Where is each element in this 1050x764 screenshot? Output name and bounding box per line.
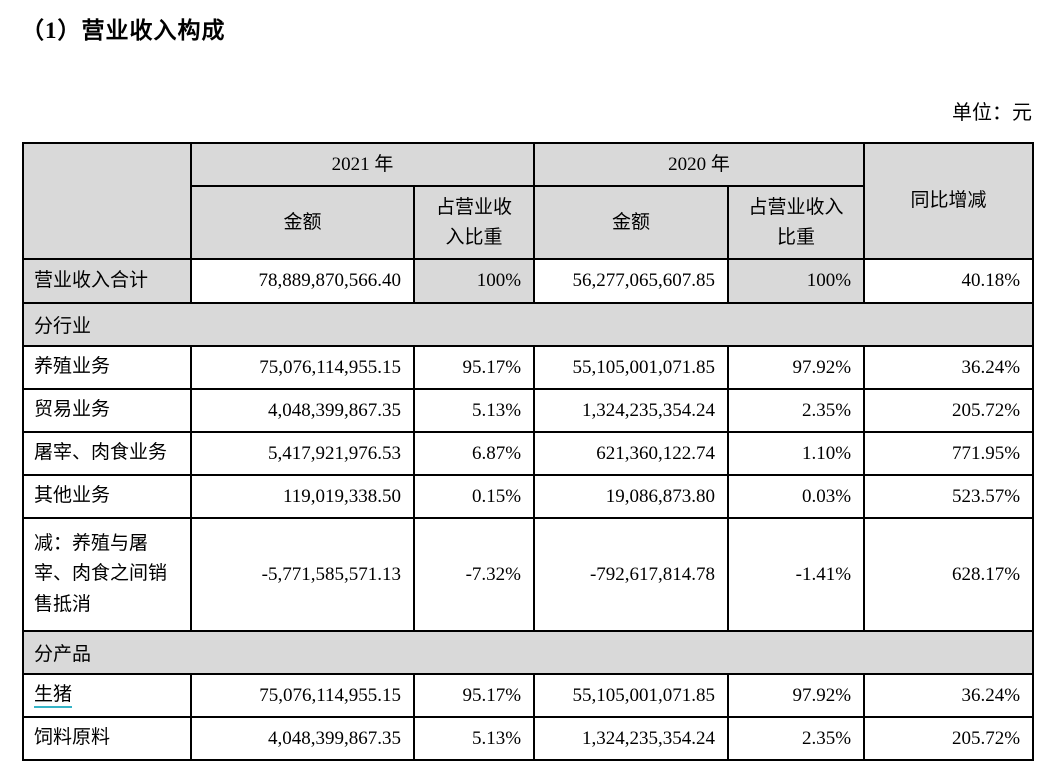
share-2021: 6.87% — [412, 431, 536, 476]
share-2021-header: 占营业收 入比重 — [412, 185, 536, 260]
row-label: 贸易业务 — [22, 388, 192, 433]
amount-2020: 19,086,873.80 — [533, 474, 730, 519]
yoy-header: 同比增减 — [863, 142, 1035, 260]
yoy-change: 205.72% — [863, 716, 1035, 761]
share-2021: -7.32% — [412, 517, 536, 632]
row-label: 屠宰、肉食业务 — [22, 431, 192, 476]
yoy-change: 36.24% — [863, 673, 1035, 718]
table-body: 营业收入合计 78,889,870,566.40 100% 56,277,065,60… — [21, 258, 1035, 761]
corner-cell — [22, 142, 192, 260]
page-title: （1）营业收入构成 — [21, 18, 226, 43]
share-2020: 97.92% — [727, 673, 866, 718]
amount-2020: -792,617,814.78 — [533, 517, 730, 632]
row-label: 营业收入合计 — [22, 258, 192, 304]
share-2020: 1.10% — [727, 431, 866, 476]
share-2020: 100% — [727, 258, 866, 304]
amount-2020: 621,360,122.74 — [533, 431, 730, 476]
amount-2021: 75,076,114,955.15 — [190, 345, 415, 390]
table-row: 营业收入合计 78,889,870,566.40 100% 56,277,065,60… — [22, 258, 1035, 304]
share-2021: 100% — [412, 258, 536, 304]
share-2020: 2.35% — [727, 388, 866, 433]
amount-2021: 4,048,399,867.35 — [190, 716, 415, 761]
row-label: 减：养殖与屠 宰、肉食之间销 售抵消 — [22, 517, 192, 632]
amount-2020: 55,105,001,071.85 — [533, 345, 730, 390]
table-header-years-row: 2021 年 2020 年 同比增减 — [22, 142, 1035, 260]
amount-2021: 5,417,921,976.53 — [190, 431, 415, 476]
share-2021: 95.17% — [412, 345, 536, 390]
amount-2021-header: 金额 — [190, 185, 415, 260]
share-2021: 0.15% — [412, 474, 536, 519]
table-row: 饲料原料 4,048,399,867.35 5.13% 1,324,235,354.2… — [22, 716, 1035, 761]
amount-2020: 1,324,235,354.24 — [533, 716, 730, 761]
yoy-change: 205.72% — [863, 388, 1035, 433]
share-2020: 2.35% — [727, 716, 866, 761]
section-label: 分行业 — [21, 302, 1035, 347]
share-2021: 5.13% — [412, 388, 536, 433]
table-row: 屠宰、肉食业务 5,417,921,976.53 6.87% 621,360,122.… — [22, 431, 1035, 476]
table-header-sub-row: 金额 占营业收 入比重 金额 占营业收入 比重 — [23, 185, 1033, 260]
share-2020-header: 占营业收入 比重 — [727, 185, 866, 260]
table-row: 分行业 — [21, 302, 1035, 347]
row-label: 养殖业务 — [22, 345, 192, 390]
row-label: 其他业务 — [22, 474, 192, 519]
amount-2021: 4,048,399,867.35 — [190, 388, 415, 433]
amount-2020: 56,277,065,607.85 — [533, 258, 730, 304]
amount-2021: -5,771,585,571.13 — [190, 517, 415, 632]
revenue-composition-table: 2021 年 2020 年 同比增减 金额 占营业收 入比重 金额 占营业收入 … — [21, 142, 1035, 761]
year-2020-header: 2020 年 — [533, 142, 866, 187]
share-2020: 97.92% — [727, 345, 866, 390]
yoy-change: 523.57% — [863, 474, 1035, 519]
amount-2021: 75,076,114,955.15 — [190, 673, 415, 718]
table-row: 生猪 75,076,114,955.15 95.17% 55,105,001,071.… — [22, 673, 1035, 718]
amount-2020: 1,324,235,354.24 — [533, 388, 730, 433]
unit-label: 单位：元 — [952, 102, 1032, 124]
amount-2020: 55,105,001,071.85 — [533, 673, 730, 718]
row-label: 饲料原料 — [22, 716, 192, 761]
share-2020: -1.41% — [727, 517, 866, 632]
share-2020: 0.03% — [727, 474, 866, 519]
yoy-change: 628.17% — [863, 517, 1035, 632]
table-row: 分产品 — [21, 630, 1035, 675]
yoy-change: 36.24% — [863, 345, 1035, 390]
table-row: 养殖业务 75,076,114,955.15 95.17% 55,105,001,07… — [22, 345, 1035, 390]
row-label: 生猪 — [22, 673, 192, 718]
share-2021: 95.17% — [412, 673, 536, 718]
section-label: 分产品 — [21, 630, 1035, 675]
table-row: 减：养殖与屠 宰、肉食之间销 售抵消 -5,771,585,571.13 -7.32… — [22, 517, 1035, 632]
table-row: 贸易业务 4,048,399,867.35 5.13% 1,324,235,354.2… — [22, 388, 1035, 433]
yoy-change: 40.18% — [863, 258, 1035, 304]
share-2021: 5.13% — [412, 716, 536, 761]
yoy-change: 771.95% — [863, 431, 1035, 476]
year-2021-header: 2021 年 — [189, 142, 536, 187]
table-row: 其他业务 119,019,338.50 0.15% 19,086,873.80 0.03… — [22, 474, 1035, 519]
pig-term-link[interactable]: 生猪 — [34, 684, 73, 709]
amount-2021: 119,019,338.50 — [190, 474, 415, 519]
amount-2020-header: 金额 — [533, 185, 730, 260]
amount-2021: 78,889,870,566.40 — [190, 258, 415, 304]
